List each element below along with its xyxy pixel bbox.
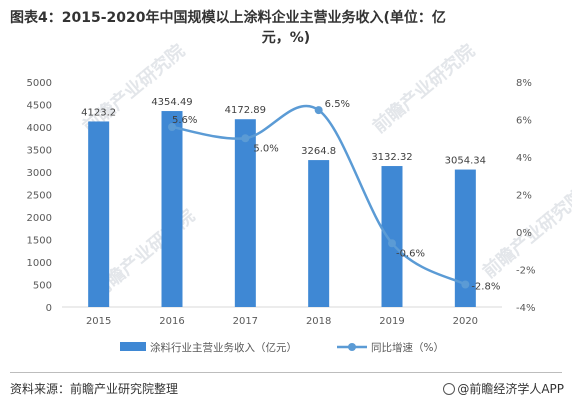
y-right-tick-label: 8% [516, 78, 532, 89]
chart-title: 图表4：2015-2020年中国规模以上涂料企业主营业务收入(单位：亿 元，%) [10, 8, 562, 48]
y-right-tick-label: 2% [516, 191, 532, 202]
y-left-tick-label: 3500 [27, 146, 52, 157]
bar-value-label: 3264.8 [301, 146, 336, 157]
y-right-tick-label: 0% [516, 228, 532, 239]
growth-point [388, 239, 396, 248]
x-tick-label: 2020 [453, 316, 478, 327]
x-tick-label: 2019 [379, 316, 404, 327]
y-left-tick-label: 2500 [27, 191, 52, 202]
bar [454, 169, 476, 307]
bar-value-label: 4172.89 [225, 105, 266, 116]
y-left-tick-label: 1000 [27, 258, 52, 269]
bar-value-label: 3132.32 [371, 152, 412, 163]
chart-title-line1: 图表4：2015-2020年中国规模以上涂料企业主营业务收入(单位：亿 [10, 10, 446, 26]
combo-chart: 0 500 1000 1500 2000 2500 3000 3500 4000 4500 5000… [27, 78, 536, 354]
y-left-tick-label: 3000 [27, 168, 52, 179]
y-left-tick-label: 0 [46, 303, 52, 314]
y-left-tick-label: 1500 [27, 236, 52, 247]
growth-point [461, 280, 470, 289]
growth-value-label: -0.6% [396, 248, 425, 259]
bar [381, 166, 403, 307]
growth-value-label: 5.6% [172, 115, 197, 126]
growth-point [314, 106, 323, 115]
y-left-tick-label: 4500 [27, 101, 52, 112]
bar [308, 160, 330, 307]
legend-bar-label: 涂料行业主营业务收入（亿元） [150, 341, 297, 354]
growth-value-label: 6.5% [325, 99, 350, 110]
y-left-tick-label: 5000 [27, 78, 52, 89]
x-tick-label: 2017 [233, 316, 258, 327]
bar [88, 121, 110, 308]
growth-point [241, 134, 250, 143]
x-tick-label: 2016 [159, 316, 184, 327]
bar-value-label: 4354.49 [151, 97, 192, 108]
brand-logo-icon [443, 383, 456, 395]
y-left-tick-label: 2000 [27, 213, 52, 224]
y-right-tick-label: -4% [516, 303, 535, 314]
brand-label: @前瞻经济学人APP [457, 382, 564, 396]
bar [161, 111, 183, 308]
growth-value-label: 5.0% [253, 143, 278, 154]
legend-bar-swatch [120, 342, 146, 351]
x-tick-label: 2018 [306, 316, 331, 327]
chart-title-line2: 元，%) [261, 30, 311, 46]
footer-divider [10, 372, 562, 373]
growth-value-label: -2.8% [471, 282, 500, 293]
y-right-tick-label: 6% [516, 116, 532, 127]
growth-point [168, 123, 176, 131]
bar-value-label: 3054.34 [445, 156, 486, 167]
y-left-tick-label: 500 [33, 281, 52, 292]
legend-line-marker [348, 343, 356, 351]
source-note: 资料来源：前瞻产业研究院整理 [10, 382, 179, 396]
x-tick-label: 2015 [86, 316, 111, 327]
y-left-tick-label: 4000 [27, 123, 52, 134]
brand-credit: @前瞻经济学人APP [443, 380, 564, 397]
legend-line-label: 同比增速（%） [371, 341, 444, 354]
bar-value-label: 4123.2 [81, 107, 116, 118]
y-right-tick-label: -2% [516, 266, 535, 277]
bar [234, 119, 256, 308]
y-right-tick-label: 4% [516, 153, 532, 164]
